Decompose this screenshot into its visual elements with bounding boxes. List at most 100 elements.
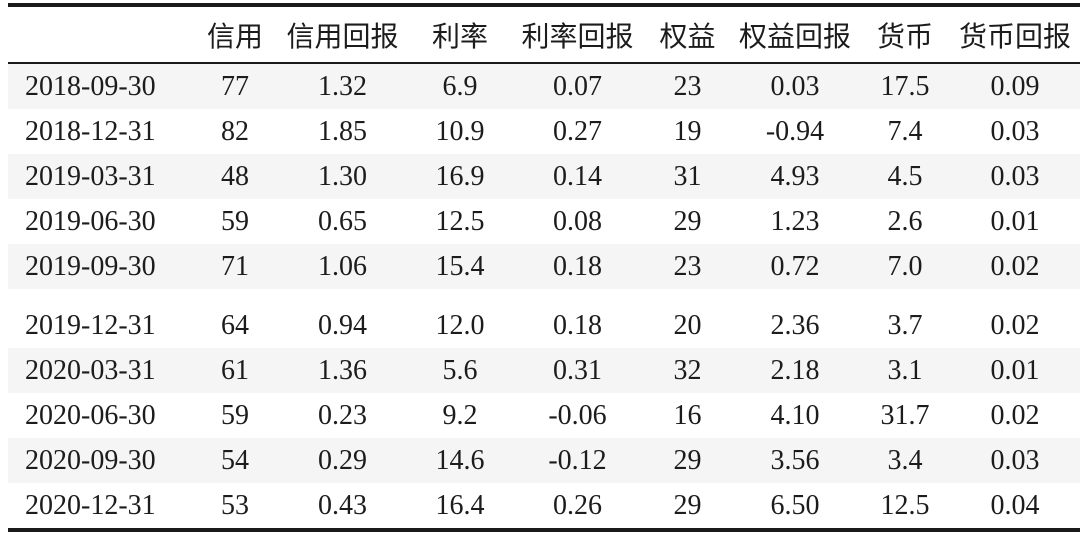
table-cell: 82 — [221, 115, 249, 147]
table-cell: 0.03 — [990, 160, 1040, 192]
table-cell: 16 — [673, 399, 702, 431]
table-cell: 19 — [673, 115, 702, 147]
table-row: 2020-03-31 61 1.36 5.6 0.31 32 2.18 3.1 0.01 — [8, 348, 1080, 393]
row-date: 2020-06-30 — [25, 399, 156, 431]
table-cell: 4.10 — [770, 399, 820, 431]
table-cell: 1.85 — [318, 115, 367, 147]
table-cell: -0.06 — [548, 399, 607, 431]
table-cell: 12.5 — [880, 489, 930, 521]
table-cell: 0.23 — [318, 399, 367, 431]
table-cell: 48 — [221, 160, 249, 192]
table-cell: 61 — [221, 354, 249, 386]
table-cell: 0.94 — [318, 309, 367, 341]
table-cell: 0.01 — [990, 205, 1040, 237]
data-table-container: 信用 信用回报 利率 利率回报 权益 权益回报 货币 货币回报 2018-09-30 77 1.3… — [8, 3, 1080, 532]
table-cell: 3.56 — [770, 444, 820, 476]
table-body: 2018-09-30 77 1.32 6.9 0.07 23 0.03 17.5 0.09 201… — [8, 63, 1080, 530]
table-cell: 1.30 — [318, 160, 367, 192]
table-cell: 29 — [673, 205, 702, 237]
table-cell: 0.02 — [990, 250, 1040, 282]
table-cell: 17.5 — [880, 70, 930, 102]
row-date: 2018-12-31 — [25, 115, 156, 147]
table-row: 2019-03-31 48 1.30 16.9 0.14 31 4.93 4.5 0.03 — [8, 154, 1080, 199]
table-cell: 29 — [673, 489, 702, 521]
table-cell: 0.08 — [553, 205, 602, 237]
table-cell: 3.1 — [887, 354, 923, 386]
table-cell: 20 — [673, 309, 702, 341]
table-cell: 2.36 — [770, 309, 820, 341]
table-cell: 59 — [221, 399, 249, 431]
table-cell: 1.23 — [770, 205, 820, 237]
table-cell: 7.4 — [887, 115, 923, 147]
table-cell: 0.03 — [990, 444, 1040, 476]
table-cell: 0.02 — [990, 399, 1040, 431]
table-cell: 31.7 — [880, 399, 930, 431]
table-cell: 2.6 — [887, 205, 923, 237]
column-header-date — [8, 5, 195, 64]
table-row: 2020-12-31 53 0.43 16.4 0.26 29 6.50 12.5 0.04 — [8, 483, 1080, 530]
table-cell: 32 — [673, 354, 702, 386]
table-cell: 64 — [221, 309, 249, 341]
table-cell: -0.94 — [765, 115, 825, 147]
table-cell: 3.4 — [887, 444, 923, 476]
table-cell: 14.6 — [435, 444, 485, 476]
table-row: 2020-06-30 59 0.23 9.2 -0.06 16 4.10 31.7 0.02 — [8, 393, 1080, 438]
table-cell: 53 — [221, 489, 249, 521]
table-cell: 0.65 — [318, 205, 367, 237]
row-date: 2019-03-31 — [25, 160, 156, 192]
column-header-rate: 利率 — [410, 5, 510, 64]
header-row: 信用 信用回报 利率 利率回报 权益 权益回报 货币 货币回报 — [8, 5, 1080, 64]
column-header-credit: 信用 — [195, 5, 275, 64]
table-row: 2019-06-30 59 0.65 12.5 0.08 29 1.23 2.6 0.01 — [8, 199, 1080, 244]
table-cell: 31 — [673, 160, 702, 192]
column-header-equity: 权益 — [645, 5, 730, 64]
table-cell: 29 — [673, 444, 702, 476]
table-cell: 16.4 — [435, 489, 485, 521]
table-cell: 0.72 — [770, 250, 820, 282]
table-cell: 5.6 — [442, 354, 478, 386]
table-cell: 16.9 — [435, 160, 485, 192]
group-spacer — [8, 289, 1080, 303]
table-cell: 0.29 — [318, 444, 367, 476]
table-cell: 0.07 — [553, 70, 602, 102]
table-cell: 0.31 — [553, 354, 602, 386]
table-cell: 59 — [221, 205, 249, 237]
column-header-credit_return: 信用回报 — [275, 5, 410, 64]
table-cell: 6.9 — [442, 70, 478, 102]
table-cell: 77 — [221, 70, 249, 102]
table-cell: 2.18 — [770, 354, 820, 386]
table-cell: 4.5 — [887, 160, 923, 192]
table-cell: 1.32 — [318, 70, 367, 102]
row-date: 2020-12-31 — [25, 489, 156, 521]
row-date: 2019-12-31 — [25, 309, 156, 341]
quarterly-portfolio-table: 信用 信用回报 利率 利率回报 权益 权益回报 货币 货币回报 2018-09-30 77 1.3… — [8, 3, 1080, 532]
table-header: 信用 信用回报 利率 利率回报 权益 权益回报 货币 货币回报 — [8, 5, 1080, 64]
table-cell: 15.4 — [435, 250, 485, 282]
table-cell: 0.27 — [553, 115, 602, 147]
table-cell: 0.04 — [990, 489, 1040, 521]
table-cell: 0.43 — [318, 489, 367, 521]
table-cell: 7.0 — [887, 250, 923, 282]
table-row: 2020-09-30 54 0.29 14.6 -0.12 29 3.56 3.4 0.03 — [8, 438, 1080, 483]
table-cell: 0.14 — [553, 160, 602, 192]
table-cell: 71 — [221, 250, 249, 282]
table-cell: -0.12 — [548, 444, 607, 476]
column-header-currency: 货币 — [860, 5, 950, 64]
table-cell: 1.06 — [318, 250, 367, 282]
table-cell: 6.50 — [770, 489, 820, 521]
table-cell: 0.18 — [553, 309, 602, 341]
column-header-rate_return: 利率回报 — [510, 5, 645, 64]
table-cell: 10.9 — [435, 115, 485, 147]
table-row: 2018-12-31 82 1.85 10.9 0.27 19 -0.94 7.4 0.03 — [8, 109, 1080, 154]
row-date: 2019-09-30 — [25, 250, 156, 282]
table-cell: 23 — [673, 70, 702, 102]
table-cell: 0.03 — [770, 70, 820, 102]
table-cell: 1.36 — [318, 354, 367, 386]
table-cell: 3.7 — [887, 309, 923, 341]
table-cell: 0.02 — [990, 309, 1040, 341]
table-row: 2019-09-30 71 1.06 15.4 0.18 23 0.72 7.0 0.02 — [8, 244, 1080, 289]
table-cell: 0.03 — [990, 115, 1040, 147]
table-row: 2018-09-30 77 1.32 6.9 0.07 23 0.03 17.5 0.09 — [8, 63, 1080, 109]
row-date: 2019-06-30 — [25, 205, 156, 237]
table-cell: 4.93 — [770, 160, 820, 192]
